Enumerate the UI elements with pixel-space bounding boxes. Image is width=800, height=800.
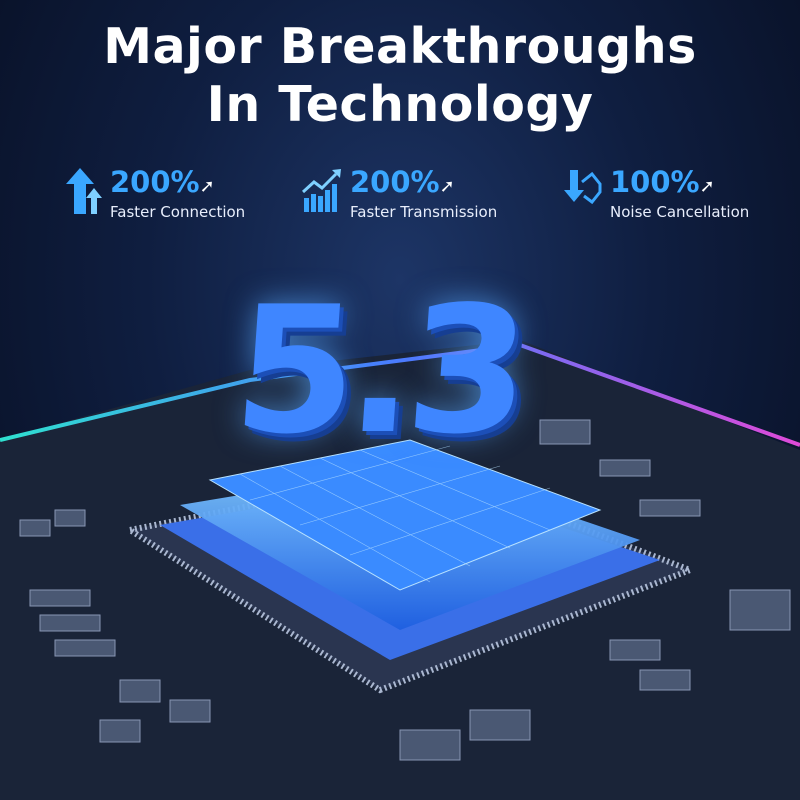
stat-faster-connection: 200%➚ Faster Connection (66, 166, 245, 221)
stat-faster-transmission: 200%➚ Faster Transmission (302, 166, 497, 221)
board-glow-edge (0, 342, 800, 447)
headline-line-1: Major Breakthroughs (103, 18, 697, 75)
chip-grid (208, 439, 602, 591)
stat-value: 200%➚ (350, 165, 455, 199)
version-number: 5.3 (227, 270, 529, 473)
stat-noise-cancellation: 100%➚ Noise Cancellation (562, 166, 749, 221)
growth-chart-icon (302, 169, 341, 212)
stat-label: Faster Transmission (350, 203, 498, 221)
stat-label: Faster Connection (110, 203, 246, 221)
stat-label: Noise Cancellation (610, 203, 750, 221)
headline: Major Breakthroughs In Technology (0, 18, 800, 134)
double-up-arrow-icon (66, 168, 102, 214)
speaker-down-arrow-icon (564, 170, 602, 205)
stat-value: 200%➚ (110, 165, 215, 199)
headline-line-2: In Technology (206, 76, 594, 133)
stat-value: 100%➚ (610, 165, 715, 199)
